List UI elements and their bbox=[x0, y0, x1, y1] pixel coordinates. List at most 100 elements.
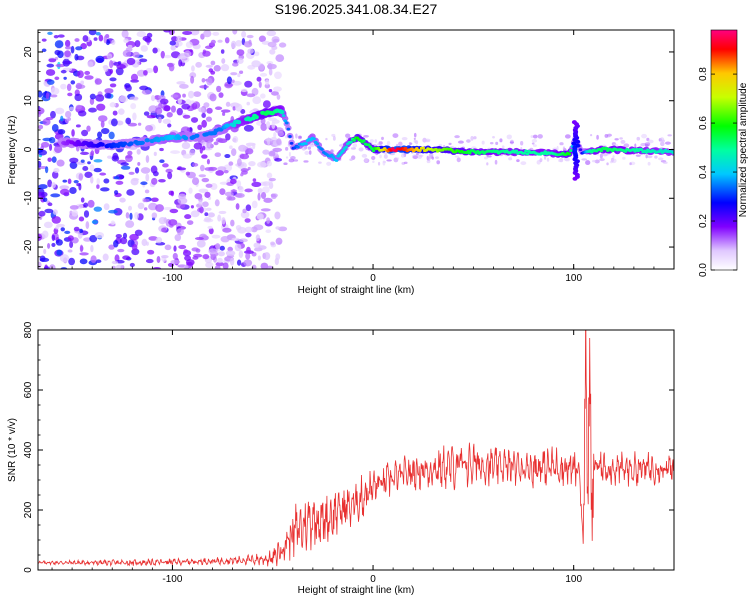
spectrogram-noise-blob bbox=[56, 223, 65, 228]
spectrogram-noise-blob bbox=[38, 261, 42, 269]
spectrogram-noise-blob bbox=[454, 155, 460, 158]
spectrogram-ridge-blob bbox=[571, 141, 577, 146]
spectrogram-noise-blob bbox=[226, 76, 233, 85]
spectrogram-noise-blob bbox=[112, 110, 118, 116]
spectrogram-noise-blob bbox=[594, 159, 600, 164]
spectrogram-noise-blob bbox=[147, 249, 155, 255]
spectrogram-noise-blob bbox=[243, 259, 253, 267]
spectrogram-noise-blob bbox=[150, 165, 158, 174]
spectrogram-noise-blob bbox=[363, 157, 368, 163]
spectrogram-noise-blob bbox=[82, 165, 89, 172]
spectrogram-noise-blob bbox=[129, 96, 139, 101]
spectrogram-noise-blob bbox=[161, 227, 167, 233]
spectrogram-noise-blob bbox=[268, 88, 273, 93]
spectrogram-noise-blob bbox=[585, 160, 591, 166]
spectrogram-noise-blob bbox=[531, 139, 538, 143]
spectrogram-noise-blob bbox=[162, 163, 169, 168]
spectrogram-noise-blob bbox=[115, 234, 122, 239]
spectrogram-noise-blob bbox=[104, 92, 112, 99]
spectrogram-noise-blob bbox=[176, 55, 187, 60]
spectrogram-noise-blob bbox=[253, 224, 264, 231]
spectrogram-ridge-blob bbox=[341, 149, 345, 153]
spectrogram-noise-blob bbox=[194, 236, 204, 241]
spectrogram-noise-blob bbox=[67, 178, 72, 185]
spectrogram-noise-blob bbox=[191, 247, 199, 252]
spectrogram-noise-blob bbox=[509, 141, 514, 144]
spectrogram-noise-blob bbox=[59, 254, 70, 263]
spectrogram-noise-blob bbox=[94, 232, 105, 239]
spectrogram-noise-blob bbox=[245, 232, 252, 238]
spectrogram-noise-blob bbox=[39, 255, 46, 262]
spectrogram-noise-blob bbox=[53, 34, 59, 39]
spectrogram-noise-blob bbox=[204, 191, 211, 198]
spectrogram-noise-blob bbox=[229, 257, 235, 266]
spectrogram-noise-blob bbox=[59, 185, 70, 190]
spectrogram-noise-blob bbox=[168, 190, 174, 196]
spectrogram-noise-blob bbox=[667, 134, 672, 137]
spectrogram-noise-blob bbox=[110, 220, 115, 226]
spectrogram-noise-blob bbox=[167, 123, 172, 128]
spectrogram-ridge-blob bbox=[281, 115, 289, 122]
spectrogram-noise-blob bbox=[118, 108, 125, 115]
spectrogram-noise-blob bbox=[103, 35, 107, 44]
spectrogram-ridge-blob bbox=[352, 138, 356, 142]
spectrogram-noise-blob bbox=[558, 159, 562, 163]
spectrogram-noise-blob bbox=[257, 192, 261, 201]
spectrogram-noise-blob bbox=[77, 70, 84, 79]
spectrogram-noise-blob bbox=[215, 243, 221, 250]
spectrogram-noise-blob bbox=[246, 101, 250, 106]
spectrogram-ridge-blob bbox=[312, 137, 316, 141]
snr-series-line bbox=[38, 330, 674, 568]
spectrogram-noise-blob bbox=[145, 155, 150, 163]
spectrogram-noise-blob bbox=[160, 255, 169, 259]
spectrogram-noise-blob bbox=[238, 185, 244, 193]
spectrogram-noise-blob bbox=[530, 135, 534, 138]
spectrogram-noise-blob bbox=[93, 37, 98, 41]
spectrogram-noise-blob bbox=[103, 178, 110, 184]
spectrogram-y-tick-label: 0 bbox=[23, 146, 34, 152]
spectrogram-noise-blob bbox=[47, 202, 53, 207]
spectrogram-noise-blob bbox=[163, 105, 171, 112]
spectrogram-noise-blob bbox=[97, 115, 108, 122]
spectrogram-noise-blob bbox=[629, 162, 632, 166]
spectrogram-noise-blob bbox=[190, 117, 199, 123]
spectrogram-noise-blob bbox=[134, 211, 139, 220]
spectrogram-noise-blob bbox=[177, 98, 182, 105]
spectrogram-ridge-blob bbox=[524, 149, 528, 153]
spectrogram-noise-blob bbox=[257, 161, 267, 168]
spectrogram-ridge-blob bbox=[410, 147, 414, 151]
spectrogram-noise-blob bbox=[201, 154, 208, 159]
spectrogram-ridge-blob bbox=[304, 142, 308, 146]
spectrogram-noise-blob bbox=[201, 119, 207, 128]
spectrogram-noise-blob bbox=[218, 210, 227, 215]
spectrogram-noise-blob bbox=[489, 141, 494, 145]
spectrogram-noise-blob bbox=[88, 30, 97, 36]
spectrogram-noise-blob bbox=[369, 139, 374, 143]
spectrogram-noise-blob bbox=[98, 34, 104, 42]
spectrogram-noise-blob bbox=[224, 154, 231, 159]
spectrogram-noise-blob bbox=[537, 134, 543, 139]
spectrogram-noise-blob bbox=[438, 143, 443, 147]
spectrogram-noise-blob bbox=[182, 114, 191, 119]
spectrogram-noise-blob bbox=[664, 141, 671, 145]
spectrogram-noise-blob bbox=[145, 173, 150, 182]
spectrogram-noise-blob bbox=[158, 95, 166, 100]
spectrogram-noise-blob bbox=[40, 141, 50, 148]
spectrogram-noise-blob bbox=[259, 72, 268, 77]
spectrogram-noise-blob bbox=[589, 134, 593, 137]
spectrogram-noise-blob bbox=[55, 239, 63, 246]
spectrogram-noise-blob bbox=[415, 140, 419, 145]
spectrogram-noise-blob bbox=[136, 31, 147, 38]
spectrogram-noise-blob bbox=[271, 121, 276, 129]
spectrogram-ridge-blob bbox=[639, 148, 644, 152]
spectrogram-noise-blob bbox=[260, 93, 266, 99]
spectrogram-noise-blob bbox=[218, 92, 224, 98]
spectrogram-noise-blob bbox=[176, 35, 182, 43]
spectrogram-noise-blob bbox=[383, 154, 388, 159]
spectrogram-noise-blob bbox=[272, 38, 280, 43]
spectrogram-noise-blob bbox=[185, 41, 193, 49]
spectrogram-noise-blob bbox=[187, 90, 195, 99]
spectrogram-noise-blob bbox=[173, 245, 177, 252]
spectrogram-noise-blob bbox=[494, 159, 498, 165]
